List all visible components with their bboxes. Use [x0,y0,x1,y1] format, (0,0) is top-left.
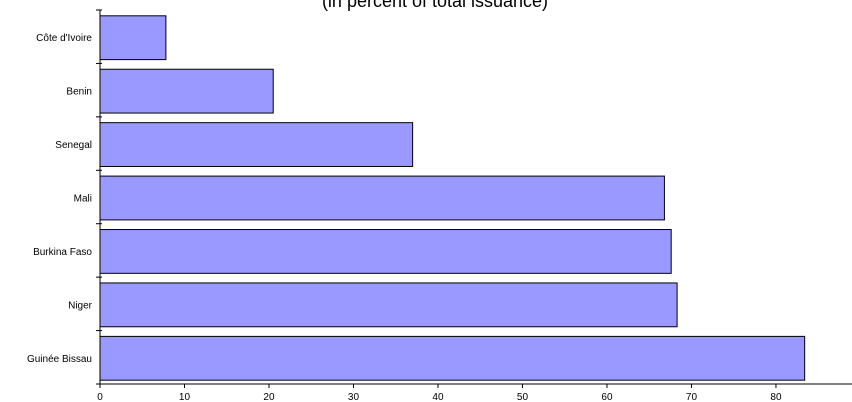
category-label: Mali [74,194,92,205]
bars-group [99,15,806,381]
x-tick-label: 30 [348,392,360,402]
x-tick-label: 40 [432,392,444,402]
category-label: Niger [68,300,93,311]
category-labels: Côte d'Ivoire Benin Senegal Mali Burkina Fas… [27,33,93,365]
x-tick-label: 10 [179,392,191,402]
chart-subtitle: (in percent of total issuance) [322,0,548,11]
bar-senegal [99,122,414,167]
category-label: Senegal [55,140,92,151]
x-tick-label: 70 [686,392,698,402]
bar-guin-e-bissau [99,335,806,381]
axes [96,9,852,388]
bar-niger [99,282,678,328]
x-tick-label: 50 [517,392,529,402]
x-tick-label: 0 [97,392,103,402]
category-label: Côte d'Ivoire [36,33,92,44]
category-label: Benin [66,87,92,98]
x-tick-labels: 0102030405060708090 [97,392,782,402]
bar-mali [99,175,665,221]
category-label: Burkina Faso [33,247,92,258]
x-tick-label: 80 [770,392,782,402]
bar-burkina-faso [99,229,672,274]
x-tick-label: 20 [263,392,275,402]
bar-c-te-d-ivoire [99,15,167,61]
category-label: Guinée Bissau [27,354,92,365]
bar-benin [99,68,274,114]
x-tick-label: 60 [601,392,613,402]
